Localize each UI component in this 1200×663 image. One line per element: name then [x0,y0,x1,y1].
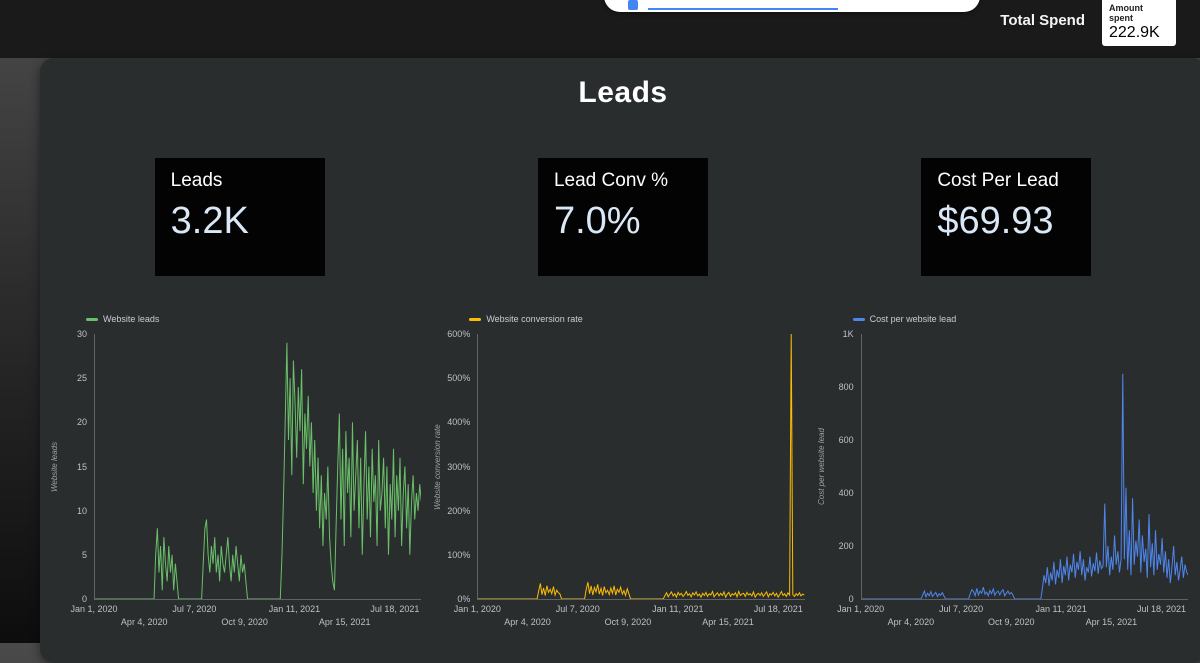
x-axis-tick: Jan 1, 2020 [453,604,501,614]
scorecard-value: $69.93 [937,200,1054,242]
legend-website-leads[interactable]: Website leads [86,314,159,324]
x-axis-tick: Oct 9, 2020 [604,617,652,627]
amount-spent-value: 222.9K [1109,24,1160,41]
leads-panel: Leads Leads 3.2K Lead Conv % 7.0% Cost P… [40,58,1200,663]
x-axis-tick: Jan 11, 2021 [652,604,704,614]
x-axis-tick: Apr 4, 2020 [504,617,551,627]
filter-input-underline [648,8,838,10]
date-filter-widget[interactable] [604,0,980,12]
x-axis-tick: Jul 18, 2021 [753,604,803,614]
x-axis-tick: Jan 11, 2021 [268,604,321,614]
scorecard-leads: Leads 3.2K [154,158,325,276]
x-axis-tick: Apr 15, 2021 [702,617,754,627]
legend-swatch [86,317,98,321]
legend-swatch [852,317,865,321]
scorecard-value: 7.0% [553,200,641,242]
total-spend-label: Total Spend [1000,12,1085,29]
x-axis-tick: Jul 7, 2020 [172,604,217,614]
amount-spent-title: Amount spent [1109,3,1143,23]
chart-cost-per-website-lead[interactable]: Cost per website lead Cost per website l… [816,314,1188,627]
plot-area[interactable] [477,334,805,600]
scorecards-row: Leads 3.2K Lead Conv % 7.0% Cost Per Lea… [40,158,1200,276]
legend-label: Website conversion rate [486,314,583,324]
x-axis-tick: Jan 11, 2021 [1035,604,1087,614]
plot-area[interactable] [860,334,1188,600]
legend-label: Website leads [103,314,160,324]
x-axis-tick: Oct 9, 2020 [221,617,268,627]
chart-website-conversion-rate[interactable]: Website conversion rate Website conversi… [433,314,805,627]
x-axis-tick: Apr 15, 2021 [1085,617,1138,627]
x-axis-tick: Apr 15, 2021 [318,617,371,627]
scorecard-cost-per-lead: Cost Per Lead $69.93 [921,158,1092,276]
x-axis-tick: Apr 4, 2020 [887,617,935,627]
x-axis-tick: Jan 1, 2020 [837,604,885,614]
plot-area[interactable] [94,334,422,600]
legend-website-conversion-rate[interactable]: Website conversion rate [469,314,583,324]
legend-swatch [469,317,482,321]
y-axis-label: Cost per website lead [816,428,826,506]
x-axis-tick: Oct 9, 2020 [988,617,1035,627]
x-axis-tick: Jul 18, 2021 [370,604,420,614]
scorecard-label: Lead Conv % [553,170,669,191]
top-bar: Total Spend Amount spent 222.9K [0,0,1200,58]
scorecard-label: Leads [170,170,223,191]
scorecard-lead-conv: Lead Conv % 7.0% [537,158,708,276]
x-axis-tick: Jan 1, 2020 [70,604,118,614]
x-axis-tick: Jul 18, 2021 [1137,604,1187,614]
x-axis-tick: Jul 7, 2020 [555,604,600,614]
checkbox-icon[interactable] [628,0,638,10]
x-axis-tick: Apr 4, 2020 [120,617,168,627]
charts-row: Website leads Website leads 0 5 10 15 20 25 30… [40,314,1200,644]
legend-cost-per-website-lead[interactable]: Cost per website lead [852,314,957,324]
scorecard-value: 3.2K [170,200,249,242]
chart-website-leads[interactable]: Website leads Website leads 0 5 10 15 20 25 30… [50,314,422,627]
x-axis-tick: Jul 7, 2020 [939,604,984,614]
page-title: Leads [578,76,668,109]
scorecard-label: Cost Per Lead [937,170,1059,191]
amount-spent-scorecard: Amount spent 222.9K [1102,0,1176,46]
legend-label: Cost per website lead [869,314,957,324]
